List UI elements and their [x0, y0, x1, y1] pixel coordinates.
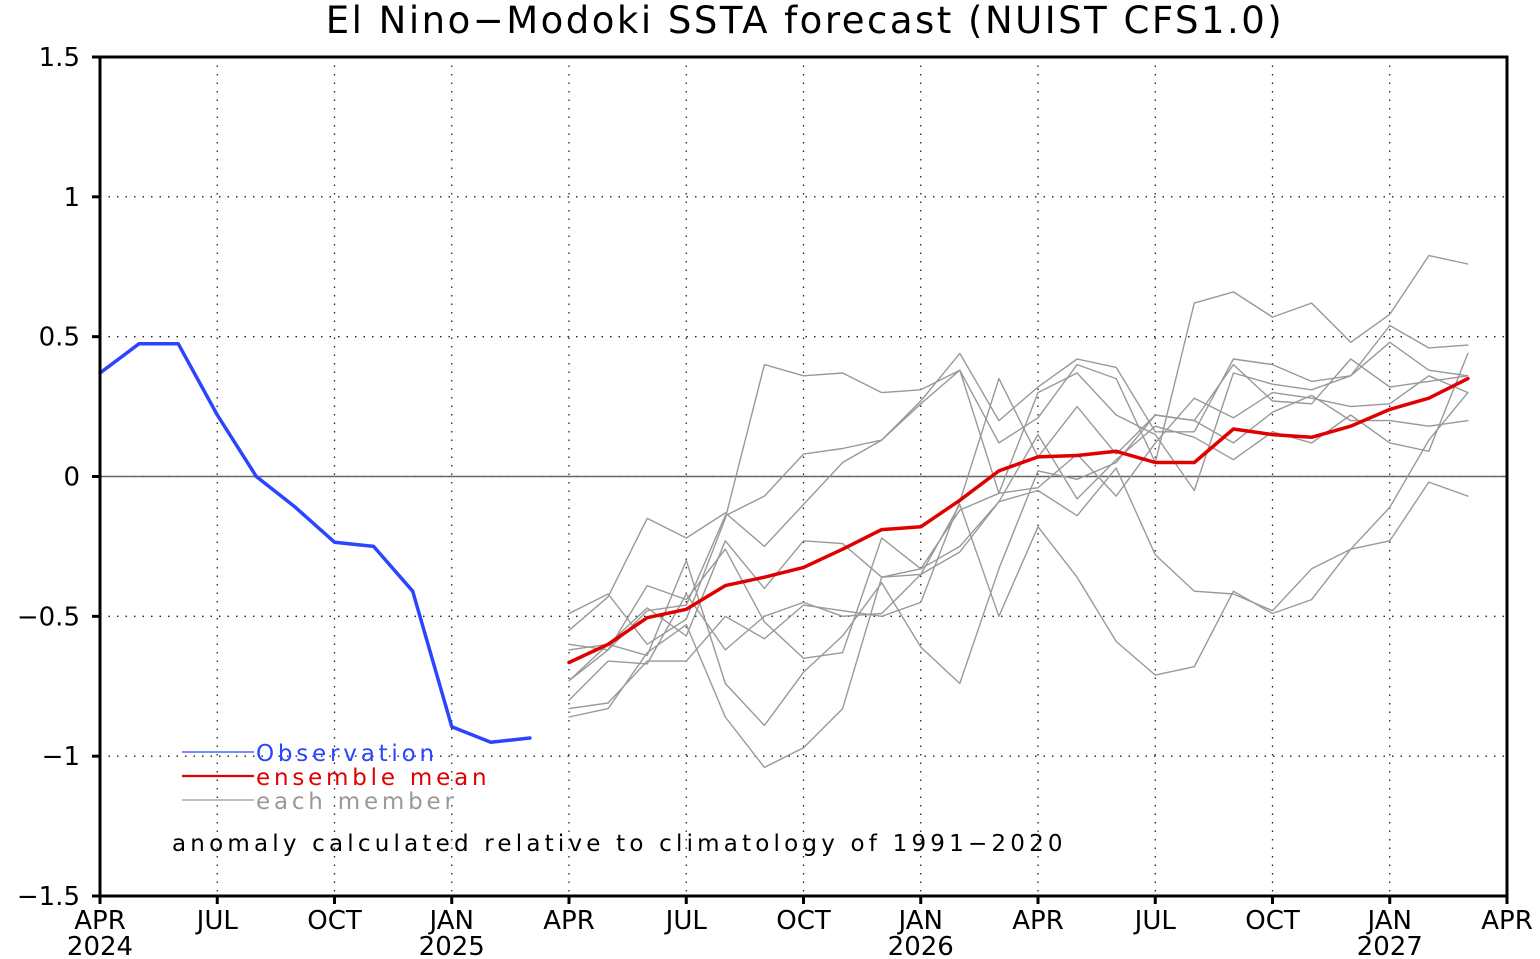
climatology-note: anomaly calculated relative to climatolo… [172, 831, 1067, 857]
member-line [568, 358, 1469, 727]
x-tick-label: APR [74, 906, 126, 936]
x-tick-label: OCT [776, 906, 831, 936]
x-tick-label: JAN [897, 906, 943, 936]
legend-label: each member [256, 789, 458, 815]
y-tick-label: 0 [63, 463, 80, 493]
member-line [568, 352, 1469, 659]
x-tick-year-label: 2026 [888, 932, 954, 959]
x-tick-label: JUL [195, 906, 239, 936]
y-tick-label: −0.5 [17, 602, 80, 632]
y-tick-label: −1 [42, 742, 80, 772]
y-tick-label: 0.5 [39, 323, 80, 353]
member-line [568, 467, 1469, 701]
x-tick-label: JAN [1366, 906, 1412, 936]
x-tick-label: APR [543, 906, 595, 936]
member-line [568, 341, 1469, 682]
chart-title: El Nino−Modoki SSTA forecast (NUIST CFS1… [326, 0, 1284, 42]
ensemble-mean-line [567, 376, 1470, 665]
member-line [568, 254, 1469, 645]
x-tick-label: JAN [428, 906, 474, 936]
member-line [568, 391, 1469, 769]
y-axis: 1.5 1 0.5 0 −0.5 −1 −1.5 [17, 43, 100, 912]
x-tick-label: JUL [1133, 906, 1177, 936]
y-tick-label: 1 [63, 183, 80, 213]
x-tick-label: APR [1012, 906, 1064, 936]
x-tick-label: JUL [664, 906, 708, 936]
series [98, 254, 1470, 769]
x-tick-label: APR [1481, 906, 1533, 936]
member-line [568, 324, 1469, 631]
x-tick-year-label: 2027 [1357, 932, 1423, 959]
y-tick-label: −1.5 [17, 882, 80, 912]
legend-label: Observation [256, 741, 438, 767]
x-tick-year-label: 2025 [419, 932, 485, 959]
x-tick-label: OCT [307, 906, 362, 936]
observation-line [98, 341, 532, 744]
legend-label: ensemble mean [256, 765, 490, 791]
x-tick-year-label: 2024 [67, 932, 133, 959]
y-tick-label: 1.5 [39, 43, 80, 73]
x-tick-label: OCT [1245, 906, 1300, 936]
